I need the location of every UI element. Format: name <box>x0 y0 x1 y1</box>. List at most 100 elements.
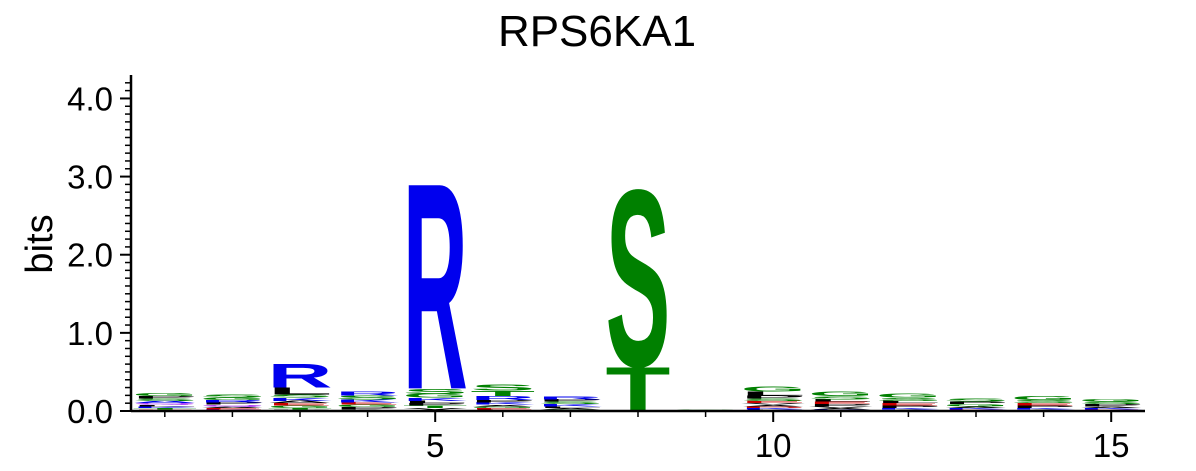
logo-letter: S <box>470 383 535 393</box>
logo-letter: T <box>268 407 333 409</box>
x-tick-label: 10 <box>755 427 792 464</box>
logo-letter: E <box>268 403 333 407</box>
logo-letter: P <box>1079 403 1144 407</box>
logo-letter: K <box>538 403 603 407</box>
logo-letter: V <box>403 407 468 409</box>
logo-letter: A <box>741 404 806 406</box>
logo-letter: S <box>268 394 333 399</box>
logo-letter: K <box>1079 407 1144 409</box>
logo-letter: K <box>1011 407 1076 409</box>
logo-letter: A <box>132 400 197 404</box>
logo-letter: G <box>741 385 806 394</box>
logo-letter: K <box>403 397 468 402</box>
logo-letter: L <box>876 400 941 404</box>
logo-letter: G <box>876 393 941 399</box>
logo-letter: L <box>741 390 806 396</box>
logo-letter: P <box>876 405 941 409</box>
logo-letter: V <box>808 406 873 408</box>
logo-letter: K <box>944 407 1009 409</box>
logo-letter: E <box>1011 403 1076 407</box>
logo-letter: P <box>132 396 197 400</box>
logo-letter: K <box>335 399 400 404</box>
logo-letter: P <box>200 402 265 406</box>
logo-letter: S <box>132 398 197 402</box>
logo-letter: K <box>741 407 806 409</box>
x-tick-label: 5 <box>426 427 444 464</box>
logo-letter: R <box>470 395 535 401</box>
y-axis-label: bits <box>19 214 61 273</box>
logo-letter: E <box>741 400 806 404</box>
logo-letter: K <box>268 397 333 402</box>
logo-letter: S <box>808 395 873 400</box>
logo-letter: E <box>470 407 535 409</box>
y-tick-label: 4.0 <box>67 80 113 117</box>
logo-letter: A <box>268 400 333 404</box>
logo-letter: R <box>403 122 468 452</box>
logo-letter: L <box>268 386 333 397</box>
logo-letter: T <box>470 389 535 397</box>
logo-letter: R <box>538 395 603 400</box>
logo-letter: S <box>403 387 468 395</box>
logo-letter: G <box>268 405 333 409</box>
logo-letter: R <box>268 356 333 395</box>
logo-letter: R <box>335 391 400 397</box>
logo-letter: L <box>808 399 873 403</box>
logo-letter: Q <box>200 404 265 406</box>
y-tick-label: 2.0 <box>67 237 113 274</box>
logo-letter: S <box>741 398 806 402</box>
logo-letter: P <box>1011 405 1076 409</box>
logo-letter: K <box>470 402 535 406</box>
logo-letter: S <box>876 397 941 402</box>
logo-letter: S <box>1079 401 1144 405</box>
logo-letter: G <box>470 406 535 408</box>
logo-letter: P <box>741 395 806 400</box>
logo-letter: T <box>132 407 197 409</box>
logo-letter: E <box>200 407 265 409</box>
logo-letter: A <box>538 407 603 409</box>
logo-letter: P <box>808 403 873 407</box>
logo-letter: P <box>335 407 400 411</box>
logo-letter: A <box>808 407 873 409</box>
logo-letter: E <box>808 401 873 405</box>
logo-letter: P <box>944 401 1009 405</box>
logo-letter: P <box>538 399 603 403</box>
logo-letter: G <box>335 404 400 408</box>
logo-letter: G <box>808 390 873 397</box>
y-tick-label: 0.0 <box>67 393 113 430</box>
logo-letter: L <box>403 400 468 404</box>
logo-letter: L <box>538 406 603 408</box>
logo-letter: G <box>1079 399 1144 403</box>
logo-letter: A <box>200 406 265 408</box>
chart-title: RPS6KA1 <box>498 7 696 56</box>
logo-letter: D <box>741 406 806 408</box>
logo-letter: K <box>132 406 197 408</box>
logo-letter: E <box>335 402 400 406</box>
logo-letters: ETKLQASPGKEAQPRGSPTGEAKSLRAPGEKSRAVTPLKG… <box>132 122 1143 452</box>
y-tick-label: 3.0 <box>67 159 113 196</box>
logo-letter: T <box>403 405 468 409</box>
logo-letter: P <box>470 399 535 403</box>
logo-letter: G <box>1011 395 1076 401</box>
logo-letter: S <box>606 137 671 419</box>
logo-letter: S <box>1011 399 1076 404</box>
logo-letter: S <box>335 394 400 400</box>
logo-letter: Q <box>132 403 197 405</box>
logo-letter: V <box>741 403 806 405</box>
logo-letter: G <box>403 393 468 399</box>
logo-letter: G <box>132 392 197 397</box>
logo-letter: S <box>944 398 1009 403</box>
logo-letter: K <box>876 407 941 409</box>
logo-letter: L <box>132 404 197 406</box>
logo-letter: S <box>200 394 265 399</box>
logo-letter: G <box>200 397 265 401</box>
logo-letter: G <box>944 403 1009 407</box>
logo-letter: A <box>1079 406 1144 408</box>
x-tick-label: 15 <box>1093 427 1130 464</box>
logo-letter: P <box>403 403 468 407</box>
logo-letter: A <box>944 406 1009 408</box>
logo-letter: S <box>538 401 603 405</box>
y-tick-label: 1.0 <box>67 315 113 352</box>
logo-letter: E <box>876 403 941 407</box>
axes: 0.0 1.0 2.0 3.0 4.0 5 10 15 <box>67 75 1145 464</box>
